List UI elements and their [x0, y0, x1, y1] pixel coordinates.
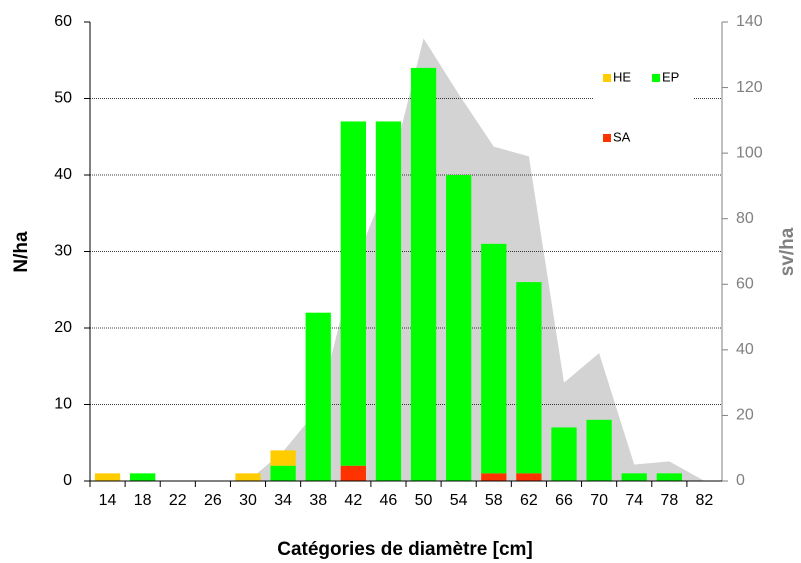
bar [656, 473, 682, 481]
y-tick-label: 30 [54, 243, 72, 260]
bar [621, 473, 647, 481]
bar [516, 282, 542, 474]
legend-swatch [603, 134, 611, 142]
x-tick-label: 70 [590, 492, 608, 509]
y2-tick-label: 100 [736, 144, 763, 161]
bar [270, 465, 296, 481]
y-tick-label: 0 [63, 472, 72, 489]
x-tick-label: 38 [309, 492, 327, 509]
x-tick-label: 30 [239, 492, 257, 509]
bar [235, 473, 261, 481]
area [107, 38, 705, 482]
bar [410, 67, 437, 482]
y-tick-label: 10 [54, 396, 72, 413]
x-tick-label: 46 [380, 492, 398, 509]
y2-tick-label: 20 [736, 407, 754, 424]
legend-label: HE [613, 69, 631, 84]
x-tick-label: 82 [696, 492, 714, 509]
x-tick-label: 34 [274, 492, 292, 509]
bar [481, 243, 507, 474]
x-tick-label: 54 [450, 492, 468, 509]
y2-axis-label: sv/ha [777, 227, 798, 276]
legend-swatch [603, 74, 611, 82]
bar [305, 312, 331, 481]
bar [130, 473, 156, 481]
bar [375, 121, 402, 481]
bar [446, 175, 472, 481]
x-tick-label: 26 [204, 492, 222, 509]
bar [551, 427, 577, 481]
legend-label: EP [662, 69, 679, 84]
y2-tick-label: 140 [736, 13, 763, 30]
y-tick-label: 40 [54, 166, 72, 183]
bar [94, 473, 121, 481]
x-tick-label: 58 [485, 492, 503, 509]
y-axis-label: N/ha [11, 231, 32, 273]
y2-tick-label: 80 [736, 210, 754, 227]
bar [270, 450, 296, 466]
x-tick-label: 74 [625, 492, 643, 509]
x-tick-label: 18 [134, 492, 152, 509]
legend-label: SA [613, 129, 631, 144]
x-tick-label: 66 [555, 492, 573, 509]
bar [481, 473, 507, 481]
x-tick-label: 50 [415, 492, 433, 509]
y2-tick-label: 60 [736, 276, 754, 293]
bar [340, 121, 366, 466]
y-tick-label: 50 [54, 90, 72, 107]
bar [586, 419, 612, 481]
bar [516, 473, 542, 481]
x-tick-label: 14 [99, 492, 117, 509]
y-tick-label: 60 [54, 13, 72, 30]
legend-swatch [652, 74, 660, 82]
x-tick-label: 78 [660, 492, 678, 509]
x-tick-label: 62 [520, 492, 538, 509]
y2-tick-label: 40 [736, 341, 754, 358]
y2-tick-label: 120 [736, 79, 763, 96]
x-tick-label: 42 [344, 492, 362, 509]
y2-tick-label: 0 [736, 472, 745, 489]
x-axis-label: Catégories de diamètre [cm] [277, 539, 533, 560]
y-tick-label: 20 [54, 319, 72, 336]
bar [340, 465, 366, 481]
x-tick-label: 22 [169, 492, 187, 509]
